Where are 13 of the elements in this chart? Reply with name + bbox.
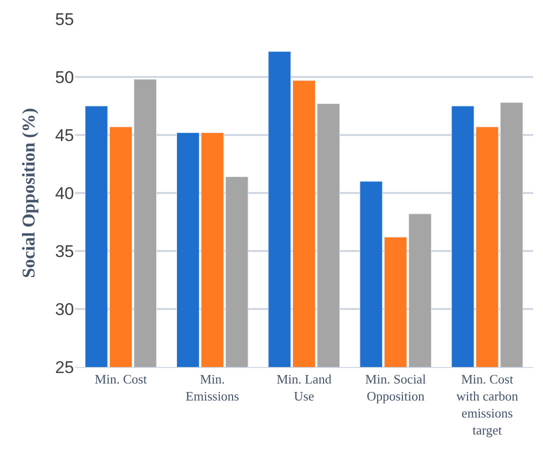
- y-tick-label: 30: [55, 300, 74, 319]
- y-tick-label: 25: [55, 358, 74, 377]
- y-tick-label: 40: [55, 184, 74, 203]
- x-tick-label: Min. Emissions: [186, 372, 240, 404]
- y-tick-label: 45: [55, 126, 74, 145]
- x-tick-label: Min. Cost: [94, 372, 148, 387]
- y-tick-label: 55: [55, 10, 74, 29]
- x-tick-label: Min. Social Opposition: [365, 372, 426, 404]
- y-axis-title: Social Opposition (%): [18, 108, 38, 278]
- x-tick-label: Min. Cost with carbon emissions target: [456, 372, 519, 438]
- y-tick-label: 35: [55, 242, 74, 261]
- x-tick-label: Min. Land Use: [276, 372, 332, 404]
- y-tick-label: 50: [55, 68, 74, 87]
